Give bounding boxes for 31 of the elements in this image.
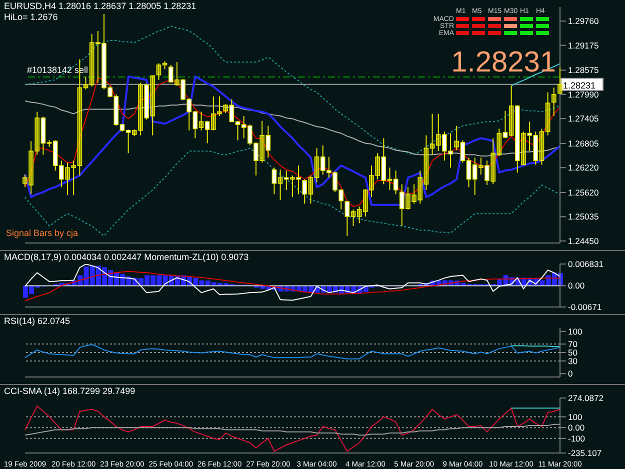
y-tick-label: 1.27990	[568, 89, 599, 100]
ref-line-label: 1.28231	[563, 80, 596, 90]
y-tick-label: 50	[568, 348, 578, 358]
y-tick-label: 0.006831	[568, 259, 604, 270]
y-tick-label: 1.29175	[568, 40, 599, 50]
y-tick-label: 0.00	[568, 280, 585, 291]
y-tick-label: 1.29760	[568, 16, 599, 26]
y-tick-label: 0.00	[568, 422, 585, 433]
y-tick-label: -0.00671	[568, 302, 602, 312]
annotation: 1.28231	[451, 46, 556, 78]
y-tick-label: 1.26805	[568, 138, 599, 148]
chart-title: MACD(8,17,9) 0.004034 0.002447 Momentum-ZL(10) 0.9073	[4, 252, 249, 262]
y-tick-label: 1.27405	[568, 114, 599, 124]
y-tick-label: 1.28575	[568, 65, 599, 76]
y-tick-label: -235.107	[568, 448, 602, 458]
y-tick-label: -100	[568, 433, 586, 444]
y-tick-label: 0	[568, 368, 573, 379]
y-tick-label: 1.25035	[568, 212, 599, 222]
y-tick-label: 1.26220	[568, 162, 599, 173]
y-tick-label: 1.25620	[568, 188, 599, 198]
y-tick-label: 274.0872	[568, 393, 604, 404]
y-tick-label: 1.24450	[568, 236, 599, 246]
annotation: Signal Bars by cja	[6, 228, 78, 238]
chart-title: EURUSD,H4 1.28016 1.28637 1.28005 1.28231	[4, 1, 196, 11]
y-tick-label: 100	[568, 326, 582, 336]
y-tick-label: 30	[568, 356, 578, 366]
annotation: HiLo= 1.2676	[4, 12, 58, 22]
chart-title: RSI(14) 62.0745	[4, 316, 70, 326]
chart-title: CCI-SMA (14) 168.7299 29.7499	[4, 386, 136, 396]
y-tick-label: 70	[568, 339, 578, 350]
y-tick-label: 100	[568, 412, 582, 422]
